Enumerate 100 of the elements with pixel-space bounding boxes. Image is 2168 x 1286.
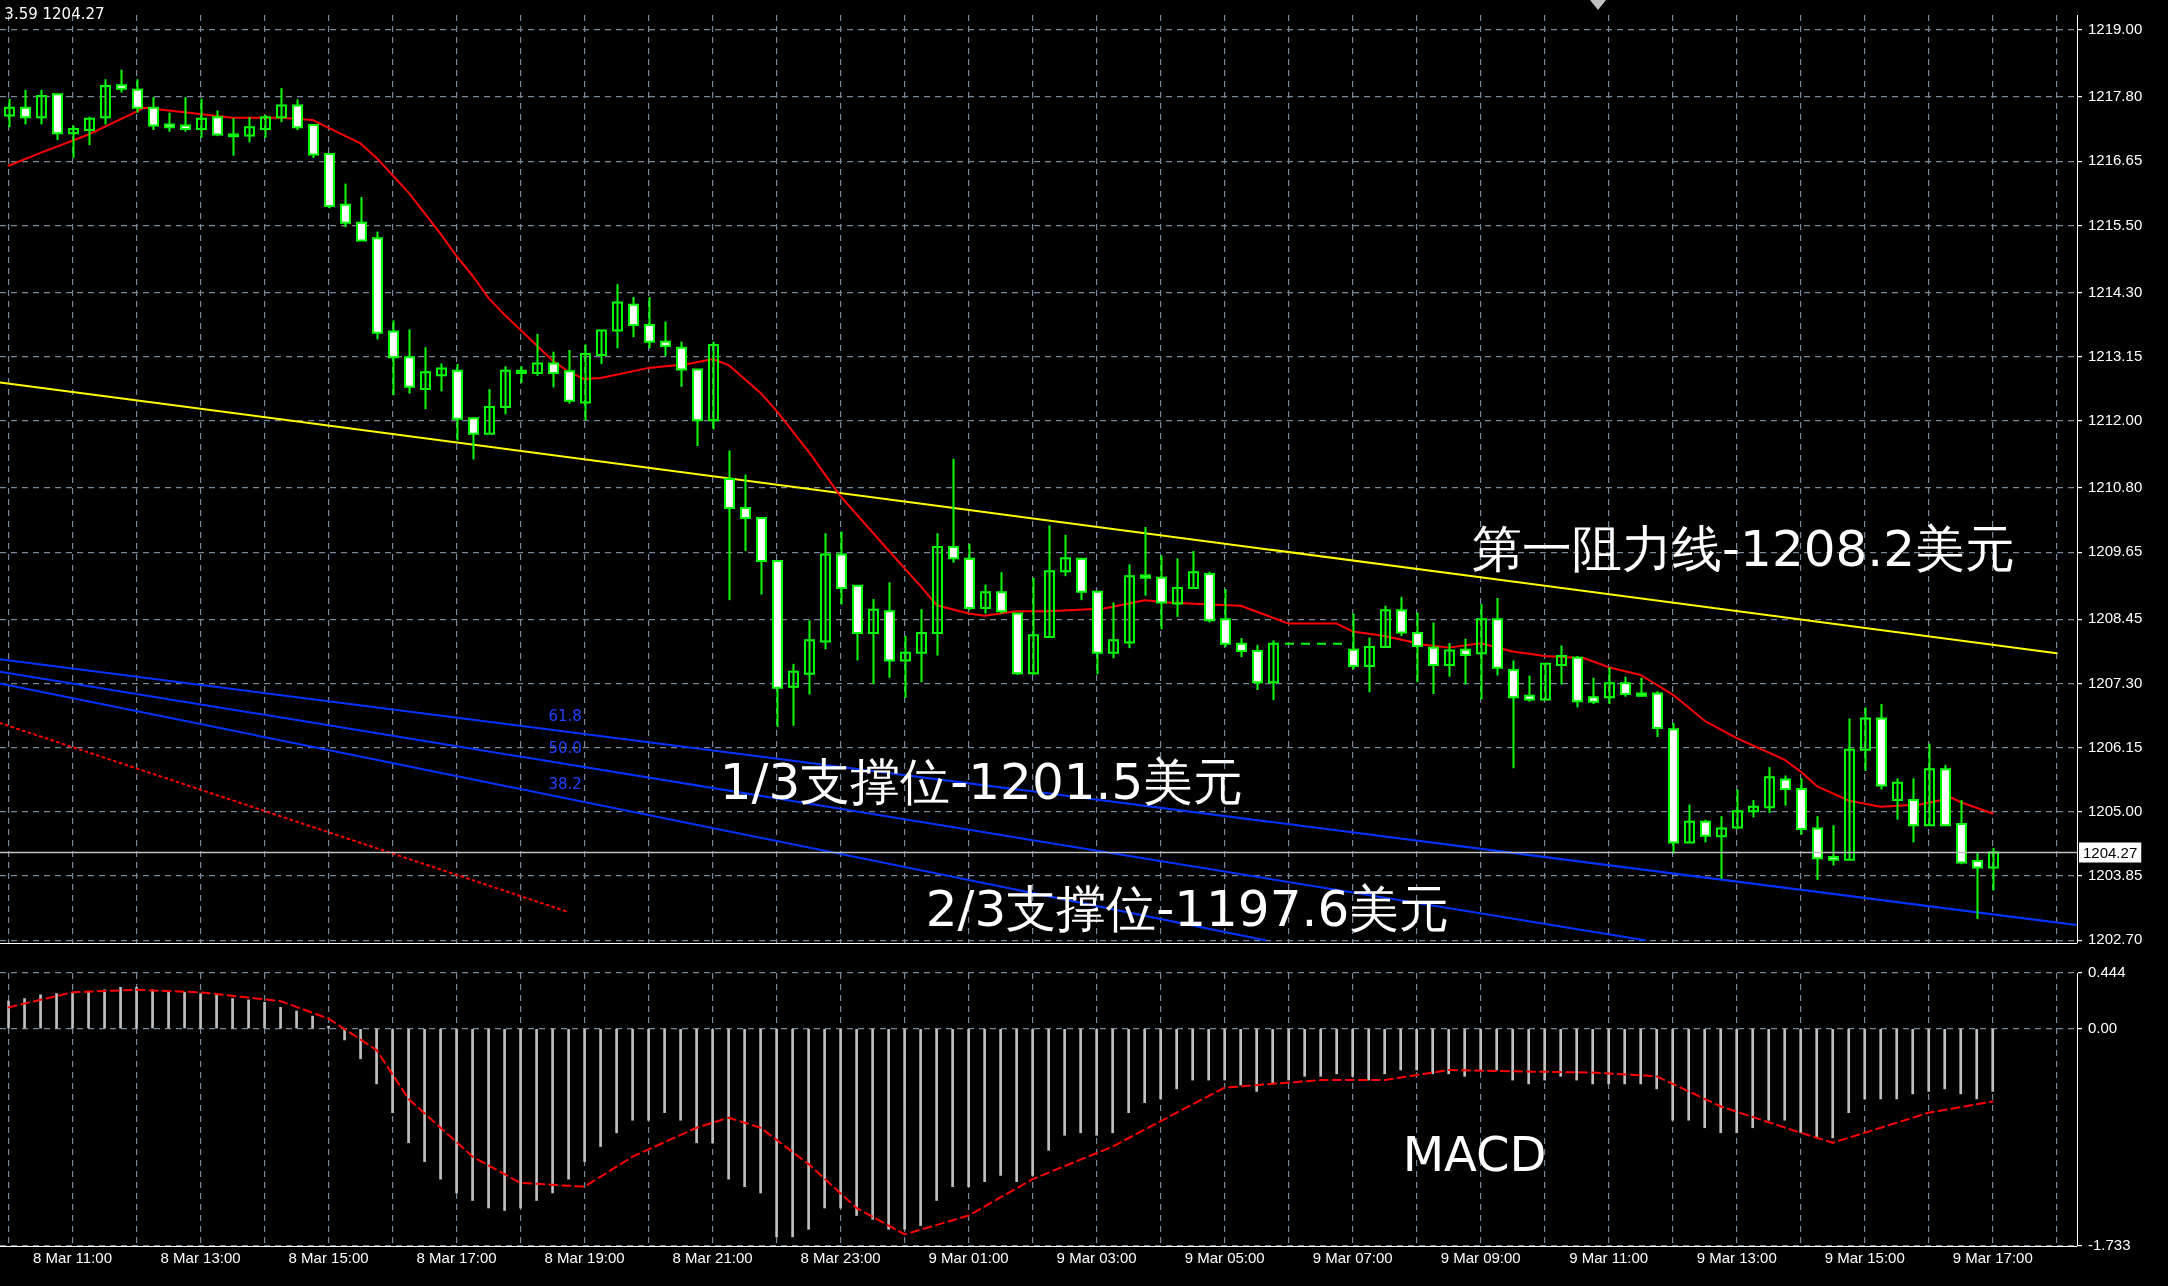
bar <box>1783 1028 1787 1121</box>
bar <box>1335 1028 1338 1075</box>
candlestick <box>1044 524 1055 639</box>
bar <box>423 1028 426 1162</box>
candlestick <box>1380 604 1391 649</box>
bar <box>663 1028 666 1114</box>
annotation: MACD <box>1402 1125 1547 1182</box>
bar <box>1591 1028 1595 1085</box>
bar <box>855 1028 858 1216</box>
candlestick <box>84 115 95 147</box>
bar <box>1415 1028 1418 1071</box>
candlestick <box>1684 803 1695 844</box>
x-tick-label: 9 Mar 15:00 <box>1824 1249 1905 1267</box>
candlestick <box>436 362 447 393</box>
bar <box>1527 1028 1531 1085</box>
y-tick-label: 1207.30 <box>2088 673 2143 691</box>
candlestick <box>596 329 607 365</box>
x-tick-label: 8 Mar 17:00 <box>416 1249 497 1267</box>
bar <box>1623 1028 1627 1085</box>
x-tick-label: 9 Mar 09:00 <box>1440 1249 1521 1267</box>
bar <box>1671 1028 1675 1121</box>
bar <box>1511 1028 1515 1081</box>
bar <box>1127 1028 1130 1114</box>
candlestick <box>612 283 623 350</box>
y-tick-label: 1217.80 <box>2088 87 2143 105</box>
candlestick <box>1716 815 1727 880</box>
bar <box>7 1000 10 1029</box>
candlestick <box>1124 563 1135 650</box>
bar <box>1847 1028 1851 1114</box>
bar <box>1207 1028 1210 1081</box>
bar <box>1271 1028 1274 1085</box>
annotation: 61.8 <box>548 707 582 726</box>
bar <box>951 1028 954 1188</box>
x-tick-label: 8 Mar 15:00 <box>288 1249 369 1267</box>
candlestick <box>244 116 255 144</box>
bar <box>1959 1028 1963 1095</box>
bar <box>871 1028 874 1220</box>
candlestick <box>932 532 943 657</box>
bar <box>1831 1028 1835 1139</box>
bar <box>919 1028 922 1226</box>
candlestick <box>196 97 207 139</box>
annotation: 38.2 <box>548 775 582 794</box>
bar <box>1063 1028 1066 1136</box>
bar <box>359 1028 362 1060</box>
x-tick-label: 8 Mar 19:00 <box>544 1249 625 1267</box>
bar <box>455 1028 458 1194</box>
candlestick <box>916 608 927 684</box>
candlestick <box>1476 603 1487 701</box>
bar <box>967 1028 970 1188</box>
bar <box>103 989 106 1029</box>
bar <box>375 1028 378 1085</box>
candlestick <box>1732 788 1743 831</box>
bar <box>71 991 74 1029</box>
candlestick <box>1444 642 1455 678</box>
x-tick-label: 8 Mar 21:00 <box>672 1249 753 1267</box>
bar <box>247 999 250 1029</box>
bar <box>1751 1028 1755 1129</box>
bar <box>1975 1028 1979 1100</box>
candlestick <box>36 88 47 126</box>
bar <box>1863 1028 1867 1100</box>
bar <box>1639 1028 1643 1085</box>
candlestick <box>1924 742 1935 827</box>
bar <box>1495 1028 1499 1071</box>
bar <box>647 1028 650 1121</box>
bar <box>1799 1028 1803 1134</box>
candlestick <box>900 634 911 699</box>
bar <box>1191 1028 1194 1081</box>
bar <box>199 993 202 1029</box>
candlestick <box>1604 666 1615 706</box>
bar <box>583 1028 586 1162</box>
bar <box>1383 1028 1386 1075</box>
bar <box>823 1028 826 1209</box>
x-tick-label: 9 Mar 03:00 <box>1056 1249 1137 1267</box>
bar <box>1175 1028 1178 1090</box>
bar <box>887 1028 890 1230</box>
bar <box>1991 1028 1995 1092</box>
y-tick-label: 1214.30 <box>2088 282 2143 300</box>
bar <box>311 1015 314 1029</box>
bar <box>1719 1028 1723 1134</box>
y-tick-label: 1209.65 <box>2088 542 2143 560</box>
candlestick <box>1172 557 1183 618</box>
candlestick <box>1860 706 1871 773</box>
x-tick-label: 9 Mar 17:00 <box>1952 1249 2033 1267</box>
bar <box>1895 1028 1899 1100</box>
bar <box>407 1028 410 1144</box>
x-tick-label: 9 Mar 11:00 <box>1569 1249 1649 1267</box>
ref-line-label: 1204.27 <box>2083 843 2138 861</box>
bar <box>279 1007 282 1029</box>
bar <box>503 1028 506 1211</box>
bar <box>215 994 218 1029</box>
bar <box>935 1028 938 1201</box>
candlestick <box>1268 639 1279 702</box>
candlestick <box>1028 576 1039 676</box>
bar <box>1735 1028 1739 1134</box>
bar <box>999 1028 1002 1176</box>
candlestick <box>1892 777 1903 821</box>
candlestick <box>804 619 815 696</box>
annotation: 3.59 1204.27 <box>4 5 105 24</box>
bar <box>1399 1028 1402 1071</box>
candlestick <box>1060 533 1071 578</box>
